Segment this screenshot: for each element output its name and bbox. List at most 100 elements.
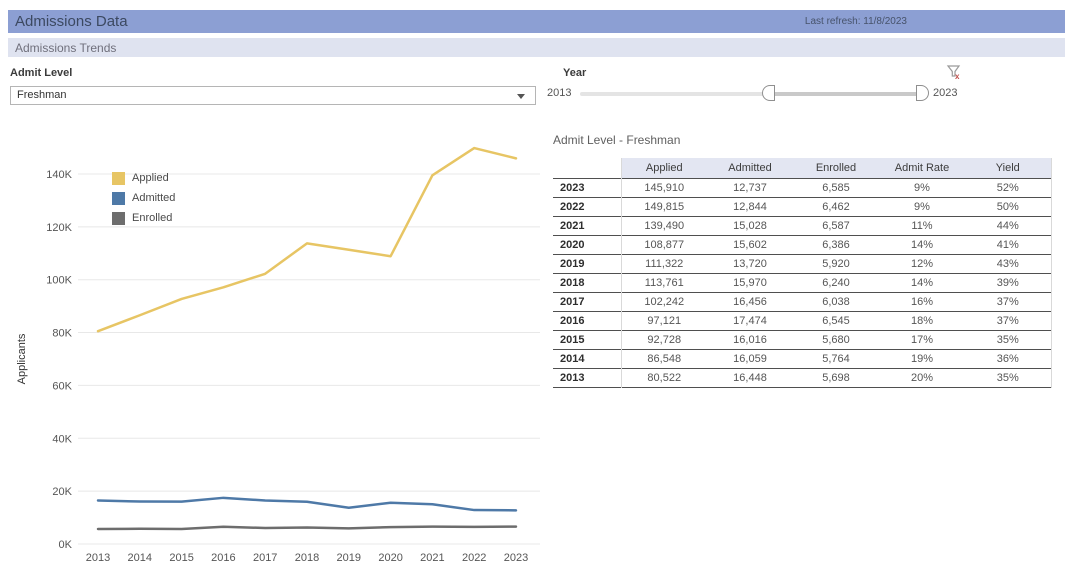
legend-item-enrolled[interactable]: Enrolled [112,208,175,228]
table-cell[interactable]: 149,815 [620,197,707,216]
table-cell[interactable]: 41% [965,235,1052,254]
y-tick-label: 0K [59,539,73,551]
page-title: Admissions Data [15,13,128,30]
slider-left-handle[interactable] [762,85,775,101]
table-cell[interactable]: 6,240 [822,276,850,289]
table-cell[interactable]: 17% [910,333,934,346]
table-corner [553,158,621,178]
table-row: 2013 80,522 16,448 5,698 20% 35% [553,368,1052,387]
table-cell[interactable]: 92,728 [620,330,707,349]
table-cell[interactable]: 20% [910,371,934,384]
table-cell[interactable]: 35% [965,330,1052,349]
table-cell[interactable]: 111,322 [620,254,707,273]
table-cell[interactable]: 6,462 [822,200,850,213]
table-cell[interactable]: 17,474 [733,314,767,327]
table-cell[interactable]: 16% [910,295,934,308]
table-cell[interactable]: 5,680 [822,333,850,346]
table-cell[interactable]: 15,602 [733,238,767,251]
slider-right-handle[interactable] [916,85,929,101]
table-cell[interactable]: 14% [910,238,934,251]
year-range-slider: 2013 2023 [545,85,965,103]
table-cell[interactable]: 6,038 [822,295,850,308]
x-tick-label: 2013 [86,552,110,564]
column-header-applied[interactable]: Applied [620,158,707,178]
table-body: 2023 145,910 12,737 6,585 9% 52% 2022 149,815 12… [553,178,1052,387]
series-line-enrolled[interactable] [96,525,518,531]
table-cell[interactable]: 13,720 [733,257,767,270]
table-cell[interactable]: 39% [965,273,1052,292]
table-cell[interactable]: 12,737 [733,181,767,194]
clear-filter-icon[interactable]: x [946,64,962,80]
legend-swatch-icon [112,191,125,205]
table-cell[interactable]: 37% [965,292,1052,311]
table-cell[interactable]: 113,761 [620,273,707,292]
table-cell[interactable]: 97,121 [620,311,707,330]
table-cell[interactable]: 145,910 [620,178,707,197]
table-cell[interactable]: 35% [965,368,1052,387]
table-cell[interactable]: 5,698 [822,371,850,384]
y-tick-label: 20K [52,486,72,498]
row-header-year[interactable]: 2022 [560,200,585,213]
table-cell[interactable]: 5,920 [822,257,850,270]
admit-level-dropdown[interactable]: Freshman [10,86,536,105]
table-cell[interactable]: 6,545 [822,314,850,327]
table-cell[interactable]: 6,587 [822,219,850,232]
series-line-admitted[interactable] [96,496,518,512]
table-cell[interactable]: 9% [914,200,930,213]
table-cell[interactable]: 6,386 [822,238,850,251]
row-header-year[interactable]: 2018 [560,276,585,289]
table-cell[interactable]: 37% [965,311,1052,330]
table-cell[interactable]: 19% [910,352,934,365]
row-header-year[interactable]: 2021 [560,219,585,232]
table-cell[interactable]: 139,490 [620,216,707,235]
slider-selected-range[interactable] [763,92,920,96]
column-header-admit-rate[interactable]: Admit Rate [879,158,965,178]
table-cell[interactable]: 102,242 [620,292,707,311]
row-header-year[interactable]: 2023 [560,181,585,194]
column-header-admitted[interactable]: Admitted [707,158,793,178]
table-cell[interactable]: 15,028 [733,219,767,232]
table-cell[interactable]: 18% [910,314,934,327]
table-cell[interactable]: 16,016 [733,333,767,346]
table-cell[interactable]: 44% [965,216,1052,235]
table-cell[interactable]: 5,764 [822,352,850,365]
svg-text:x: x [955,72,960,80]
row-header-year[interactable]: 2013 [560,371,585,384]
table-row: 2017 102,242 16,456 6,038 16% 37% [553,292,1052,311]
table-cell[interactable]: 15,970 [733,276,767,289]
table-cell[interactable]: 11% [911,219,933,232]
table-cell[interactable]: 52% [965,178,1052,197]
row-header-year[interactable]: 2014 [560,352,585,365]
table-cell[interactable]: 12% [910,257,934,270]
y-tick-label: 40K [52,433,72,445]
table-cell[interactable]: 50% [965,197,1052,216]
row-header-year[interactable]: 2015 [560,333,585,346]
table-cell[interactable]: 86,548 [620,349,707,368]
column-header-enrolled[interactable]: Enrolled [793,158,879,178]
table-cell[interactable]: 16,456 [733,295,767,308]
row-header-year[interactable]: 2019 [560,257,585,270]
title-bar: Admissions Data Last refresh: 11/8/2023 [8,10,1065,33]
table-cell[interactable]: 43% [965,254,1052,273]
slider-track[interactable] [580,92,920,96]
series-line-applied[interactable] [96,146,518,333]
table-cell[interactable]: 6,585 [822,181,850,194]
table-cell[interactable]: 12,844 [733,200,767,213]
x-tick-label: 2022 [462,552,486,564]
row-header-year[interactable]: 2016 [560,314,585,327]
row-header-year[interactable]: 2020 [560,238,585,251]
table-cell[interactable]: 36% [965,349,1052,368]
table-cell[interactable]: 14% [910,276,934,289]
x-tick-label: 2017 [253,552,277,564]
table-cell[interactable]: 80,522 [620,368,707,387]
legend-item-admitted[interactable]: Admitted [112,188,175,208]
slider-max-label: 2023 [933,87,958,99]
table-cell[interactable]: 108,877 [620,235,707,254]
table-cell[interactable]: 16,059 [733,352,767,365]
table-cell[interactable]: 9% [914,181,930,194]
row-header-year[interactable]: 2017 [560,295,585,308]
column-header-yield[interactable]: Yield [965,158,1052,178]
legend-item-applied[interactable]: Applied [112,168,175,188]
table-cell[interactable]: 16,448 [733,371,767,384]
